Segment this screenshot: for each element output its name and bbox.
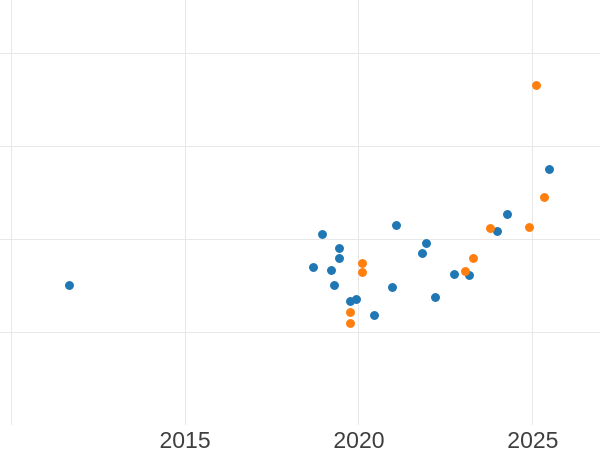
blue-series-point — [370, 311, 380, 321]
blue-series-point — [335, 244, 345, 254]
blue-series-point — [326, 265, 336, 275]
gridline-horizontal — [0, 145, 600, 147]
orange-series-point — [461, 266, 471, 276]
blue-series-point — [450, 270, 460, 280]
gridline-vertical — [184, 0, 186, 425]
x-tick-label: 2015 — [159, 427, 211, 453]
blue-series-point — [64, 280, 74, 290]
blue-series-point — [330, 280, 340, 290]
orange-series-point — [539, 193, 549, 202]
blue-series-point — [387, 283, 397, 293]
blue-series-point — [465, 271, 475, 281]
orange-series-point — [468, 253, 478, 263]
gridline-vertical — [358, 0, 360, 425]
gridline-horizontal — [0, 238, 600, 240]
blue-series-point — [431, 292, 441, 302]
orange-series-point — [346, 318, 356, 328]
blue-series-point — [335, 253, 345, 263]
orange-series-point — [524, 222, 534, 232]
blue-series-point — [352, 294, 362, 304]
blue-series-point — [308, 262, 318, 272]
blue-series-point — [418, 248, 428, 258]
blue-series-point — [421, 238, 431, 248]
orange-series-point — [486, 223, 496, 233]
gridline-vertical — [532, 0, 534, 425]
orange-series-point — [358, 259, 368, 269]
blue-series-point — [545, 165, 555, 175]
blue-series-point — [392, 220, 402, 230]
orange-series-point — [531, 81, 541, 91]
blue-series-point — [317, 230, 327, 240]
blue-series-point — [346, 297, 356, 307]
blue-series-point — [503, 209, 513, 219]
gridline-horizontal — [0, 332, 600, 334]
orange-series-point — [358, 268, 368, 278]
x-tick-label: 2025 — [507, 427, 559, 453]
x-tick-label: 2020 — [333, 427, 385, 453]
blue-series-point — [493, 227, 503, 237]
gridline-vertical — [10, 0, 12, 425]
orange-series-point — [346, 307, 356, 317]
gridline-horizontal — [0, 52, 600, 54]
